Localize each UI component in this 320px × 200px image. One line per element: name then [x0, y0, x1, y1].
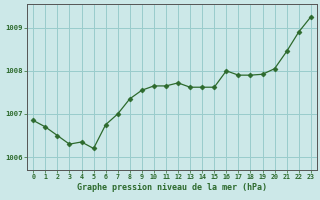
X-axis label: Graphe pression niveau de la mer (hPa): Graphe pression niveau de la mer (hPa): [77, 183, 267, 192]
